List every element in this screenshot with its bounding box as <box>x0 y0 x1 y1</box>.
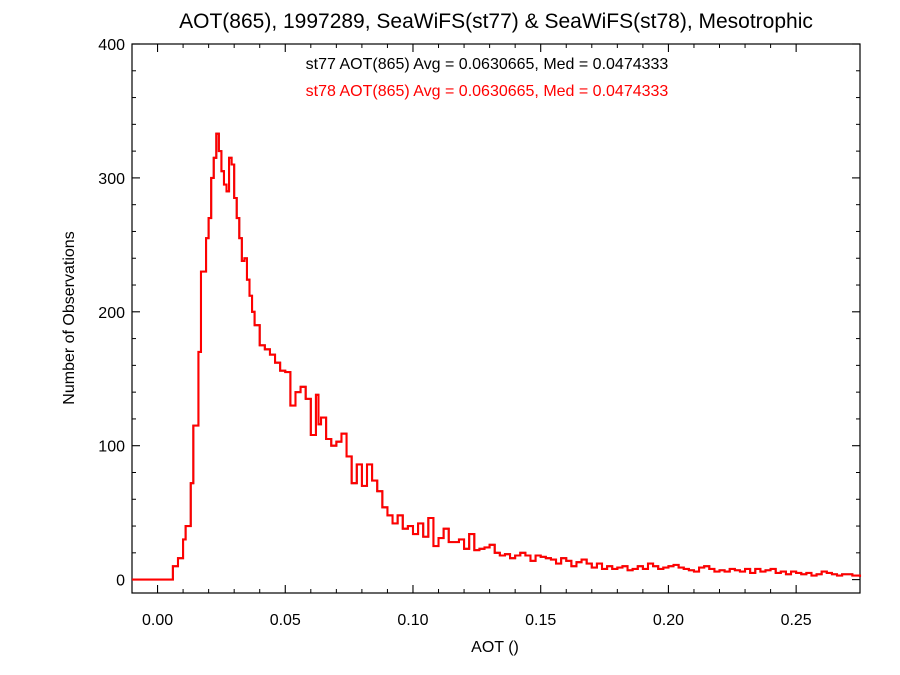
y-axis-label: Number of Observations <box>61 231 78 404</box>
y-tick-label: 100 <box>98 439 125 456</box>
x-tick-label: 0.20 <box>653 612 684 629</box>
x-ticks-layer: 0.00 0.05 0.10 0.15 0.20 0.25 <box>142 44 812 629</box>
chart-title: AOT(865), 1997289, SeaWiFS(st77) & SeaWi… <box>179 10 813 33</box>
annotation-st77: st77 AOT(865) Avg = 0.0630665, Med = 0.0… <box>306 56 669 73</box>
annotation-st78: st78 AOT(865) Avg = 0.0630665, Med = 0.0… <box>306 83 669 100</box>
series-st78-line <box>132 132 862 581</box>
y-ticks-layer: 0 100 200 300 400 <box>98 37 860 590</box>
y-tick-label: 400 <box>98 37 125 54</box>
x-tick-label: 0.00 <box>142 612 173 629</box>
x-tick-label: 0.10 <box>397 612 428 629</box>
y-tick-label: 300 <box>98 171 125 188</box>
plot-frame-layer <box>131 43 861 594</box>
x-tick-label: 0.15 <box>525 612 556 629</box>
y-tick-label: 0 <box>116 573 125 590</box>
y-tick-label: 200 <box>98 305 125 322</box>
series-st77-line <box>132 132 861 581</box>
x-tick-label: 0.05 <box>270 612 301 629</box>
plot-frame <box>131 43 861 594</box>
x-axis-label: AOT () <box>471 639 519 656</box>
series-layer <box>132 132 862 581</box>
x-tick-label: 0.25 <box>781 612 812 629</box>
